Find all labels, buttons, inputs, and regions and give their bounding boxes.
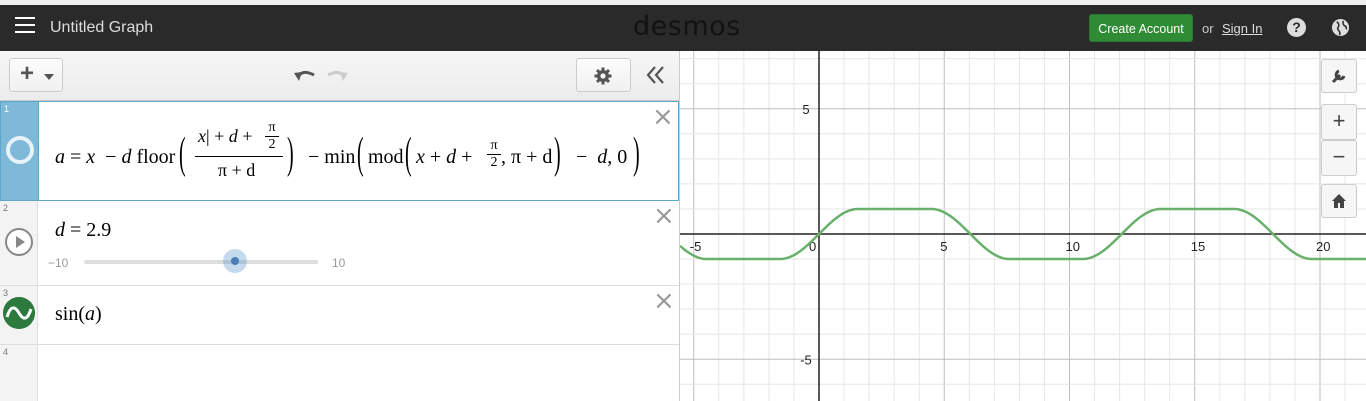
x-tick-label: 5 <box>940 239 947 254</box>
expression-gutter[interactable]: 2 <box>0 201 38 285</box>
graph-canvas[interactable]: -5 0 5 10 15 20 5 -5 <box>680 51 1366 401</box>
y-tick-label: 5 <box>802 102 809 117</box>
expression-gutter[interactable]: 3 <box>0 286 38 344</box>
slider-min-label[interactable]: −10 <box>48 256 69 270</box>
expression-row-2[interactable]: 2 d = 2.9 −10 10 × <box>0 201 679 286</box>
settings-button[interactable] <box>576 58 631 92</box>
expression-number: 3 <box>3 288 9 298</box>
slider-thumb[interactable] <box>223 249 247 273</box>
graph-color-wave-icon[interactable] <box>3 297 35 329</box>
expression-math[interactable]: d = 2.9 <box>55 219 112 241</box>
add-item-button[interactable]: + <box>9 58 63 92</box>
expression-list-panel: + 1 <box>0 51 680 401</box>
expression-row-1[interactable]: 1 a = x − d floor ( x| + d + π 2 π + d )… <box>0 101 679 201</box>
expression-number: 2 <box>3 203 9 213</box>
or-text: or <box>1202 21 1214 36</box>
redo-icon[interactable] <box>324 65 350 87</box>
play-icon[interactable] <box>5 228 33 256</box>
x-tick-label: 15 <box>1191 239 1205 254</box>
x-tick-label: 0 <box>809 239 816 254</box>
graph-svg[interactable]: -5 0 5 10 15 20 5 -5 <box>680 51 1366 401</box>
graph-title[interactable]: Untitled Graph <box>50 19 154 36</box>
help-icon[interactable]: ? <box>1287 18 1306 37</box>
expression-number: 1 <box>4 104 10 114</box>
menu-icon[interactable] <box>15 17 35 35</box>
expression-math[interactable]: sin(a) <box>55 303 102 325</box>
expression-number: 4 <box>3 347 9 357</box>
wrench-glyph <box>1331 69 1346 84</box>
expression-toolbar: + <box>0 51 679 101</box>
caret-down-icon <box>44 74 54 80</box>
create-account-button[interactable]: Create Account <box>1089 14 1193 42</box>
x-tick-label: 20 <box>1316 239 1330 254</box>
wrench-icon[interactable] <box>1321 59 1357 93</box>
expression-gutter[interactable]: 4 <box>0 345 38 401</box>
undo-icon[interactable] <box>292 65 318 87</box>
slider-max-label[interactable]: 10 <box>332 256 346 270</box>
zoom-out-icon[interactable]: − <box>1321 140 1357 176</box>
sign-in-link[interactable]: Sign In <box>1222 21 1263 36</box>
slider-track[interactable] <box>84 260 318 264</box>
desmos-logo: desmos <box>633 11 741 42</box>
gear-icon <box>594 67 612 85</box>
top-bar: Untitled Graph desmos Create Account or … <box>0 0 1366 51</box>
plus-icon: + <box>20 60 35 87</box>
home-glyph <box>1332 194 1346 208</box>
expression-gutter[interactable]: 1 <box>1 102 39 200</box>
expression-row-3[interactable]: 3 sin(a) × <box>0 286 679 345</box>
x-tick-label: 10 <box>1066 239 1080 254</box>
home-icon[interactable] <box>1321 184 1357 218</box>
expression-row-4[interactable]: 4 <box>0 345 679 401</box>
delete-expression-icon[interactable]: × <box>653 286 675 316</box>
double-chevron-left-icon[interactable] <box>645 64 667 86</box>
y-tick-label: -5 <box>800 352 812 367</box>
delete-expression-icon[interactable]: × <box>653 201 675 231</box>
x-tick-label: -5 <box>690 239 702 254</box>
delete-expression-icon[interactable]: × <box>652 102 674 132</box>
globe-icon[interactable] <box>1331 18 1350 37</box>
zoom-in-icon[interactable]: + <box>1321 104 1357 140</box>
hidden-graph-toggle-icon[interactable] <box>6 136 34 164</box>
sin-curve <box>680 207 1366 261</box>
